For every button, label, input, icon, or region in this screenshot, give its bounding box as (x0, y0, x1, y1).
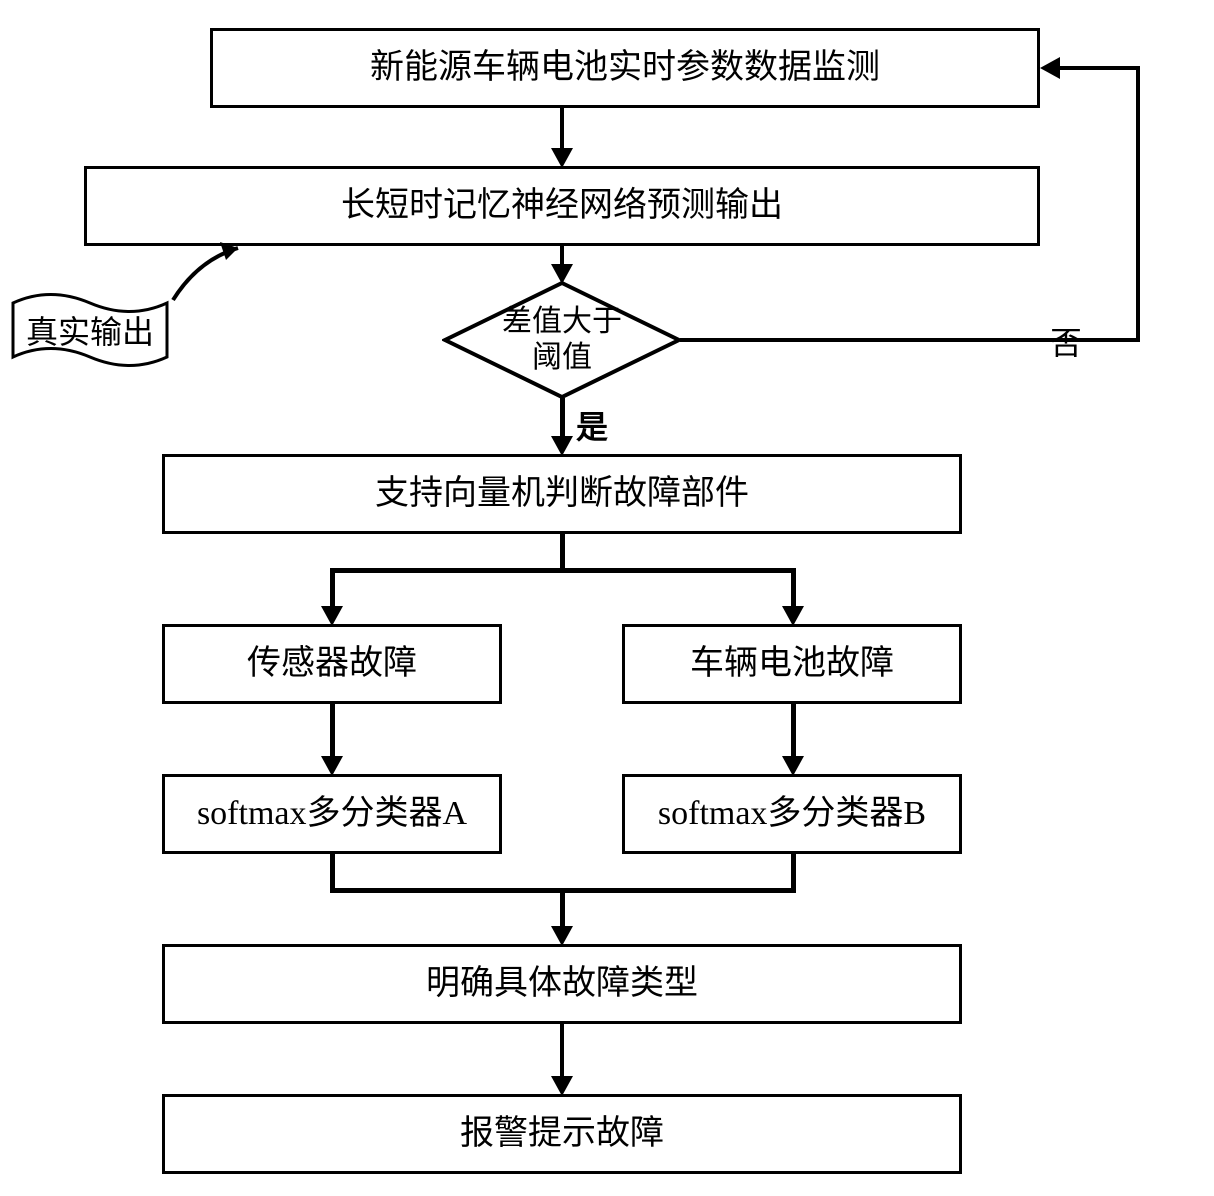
node-identify: 明确具体故障类型 (162, 944, 962, 1024)
arrow-battery-softmax (782, 756, 804, 776)
edge-svm-left-v (330, 568, 335, 608)
node-decision: 差值大于 阈值 (442, 280, 682, 400)
edge-softmax-b-v (791, 854, 796, 890)
node-softmax-b-label: softmax多分类器B (658, 792, 926, 836)
node-real-output: 真实输出 (10, 290, 170, 370)
arrow-monitor-lstm (551, 148, 573, 168)
edge-svm-down (560, 534, 565, 570)
edge-yes (560, 398, 565, 438)
edge-no-h1 (680, 338, 1140, 342)
edge-merge-v (560, 888, 565, 928)
edge-softmax-a-v (330, 854, 335, 890)
node-sensor-fault: 传感器故障 (162, 624, 502, 704)
arrow-svm-left (321, 606, 343, 626)
node-sensor-fault-label: 传感器故障 (247, 642, 417, 686)
flowchart-container: 新能源车辆电池实时参数数据监测 长短时记忆神经网络预测输出 真实输出 差值大于 … (0, 0, 1214, 1196)
node-alarm: 报警提示故障 (162, 1094, 962, 1174)
edge-identify-alarm (560, 1024, 564, 1078)
node-decision-label: 差值大于 阈值 (502, 304, 622, 376)
arrow-svm-right (782, 606, 804, 626)
node-svm: 支持向量机判断故障部件 (162, 454, 962, 534)
arrow-sensor-softmax (321, 756, 343, 776)
node-softmax-a-label: softmax多分类器A (197, 792, 467, 836)
label-yes: 是 (576, 402, 608, 448)
node-lstm-label: 长短时记忆神经网络预测输出 (341, 184, 783, 228)
edge-lstm-diamond (560, 246, 564, 266)
edge-battery-softmax (791, 704, 796, 758)
edge-no-h2 (1058, 66, 1140, 70)
edge-no-v (1136, 68, 1140, 342)
node-monitor-label: 新能源车辆电池实时参数数据监测 (370, 46, 880, 90)
edge-real-output-lstm (168, 230, 278, 310)
node-softmax-b: softmax多分类器B (622, 774, 962, 854)
node-battery-fault: 车辆电池故障 (622, 624, 962, 704)
node-monitor: 新能源车辆电池实时参数数据监测 (210, 28, 1040, 108)
arrow-yes (551, 436, 573, 456)
node-battery-fault-label: 车辆电池故障 (690, 642, 894, 686)
arrow-no (1040, 57, 1060, 79)
node-svm-label: 支持向量机判断故障部件 (375, 472, 749, 516)
edge-svm-right-v (791, 568, 796, 608)
edge-sensor-softmax (330, 704, 335, 758)
node-identify-label: 明确具体故障类型 (426, 962, 698, 1006)
arrow-identify-alarm (551, 1076, 573, 1096)
arrow-merge (551, 926, 573, 946)
edge-svm-split-h (330, 568, 796, 573)
node-softmax-a: softmax多分类器A (162, 774, 502, 854)
edge-monitor-lstm (560, 108, 564, 150)
node-real-output-label: 真实输出 (26, 307, 154, 353)
node-alarm-label: 报警提示故障 (460, 1112, 664, 1156)
